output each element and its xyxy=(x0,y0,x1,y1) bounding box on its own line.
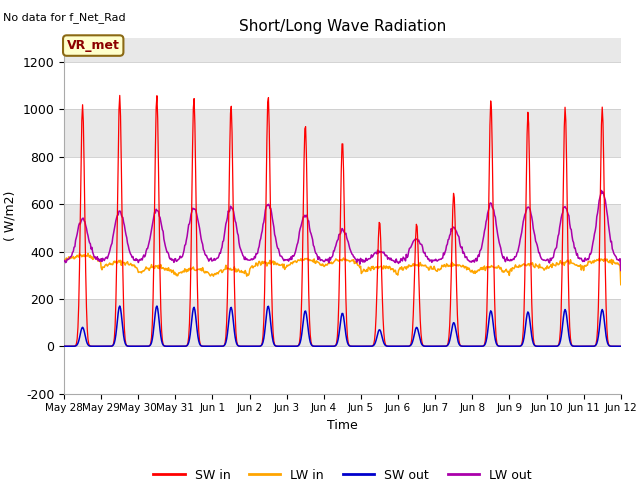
Bar xyxy=(64,252,621,299)
Bar xyxy=(64,346,621,394)
Bar xyxy=(64,204,621,252)
Bar xyxy=(64,299,621,346)
Bar xyxy=(64,157,621,204)
Bar xyxy=(64,109,621,157)
X-axis label: Time: Time xyxy=(327,419,358,432)
Title: Short/Long Wave Radiation: Short/Long Wave Radiation xyxy=(239,20,446,35)
Text: VR_met: VR_met xyxy=(67,39,120,52)
Text: No data for f_Net_Rad: No data for f_Net_Rad xyxy=(3,12,126,23)
Bar xyxy=(64,62,621,109)
Legend: SW in, LW in, SW out, LW out: SW in, LW in, SW out, LW out xyxy=(148,464,536,480)
Y-axis label: ( W/m2): ( W/m2) xyxy=(4,191,17,241)
Bar xyxy=(64,38,621,62)
